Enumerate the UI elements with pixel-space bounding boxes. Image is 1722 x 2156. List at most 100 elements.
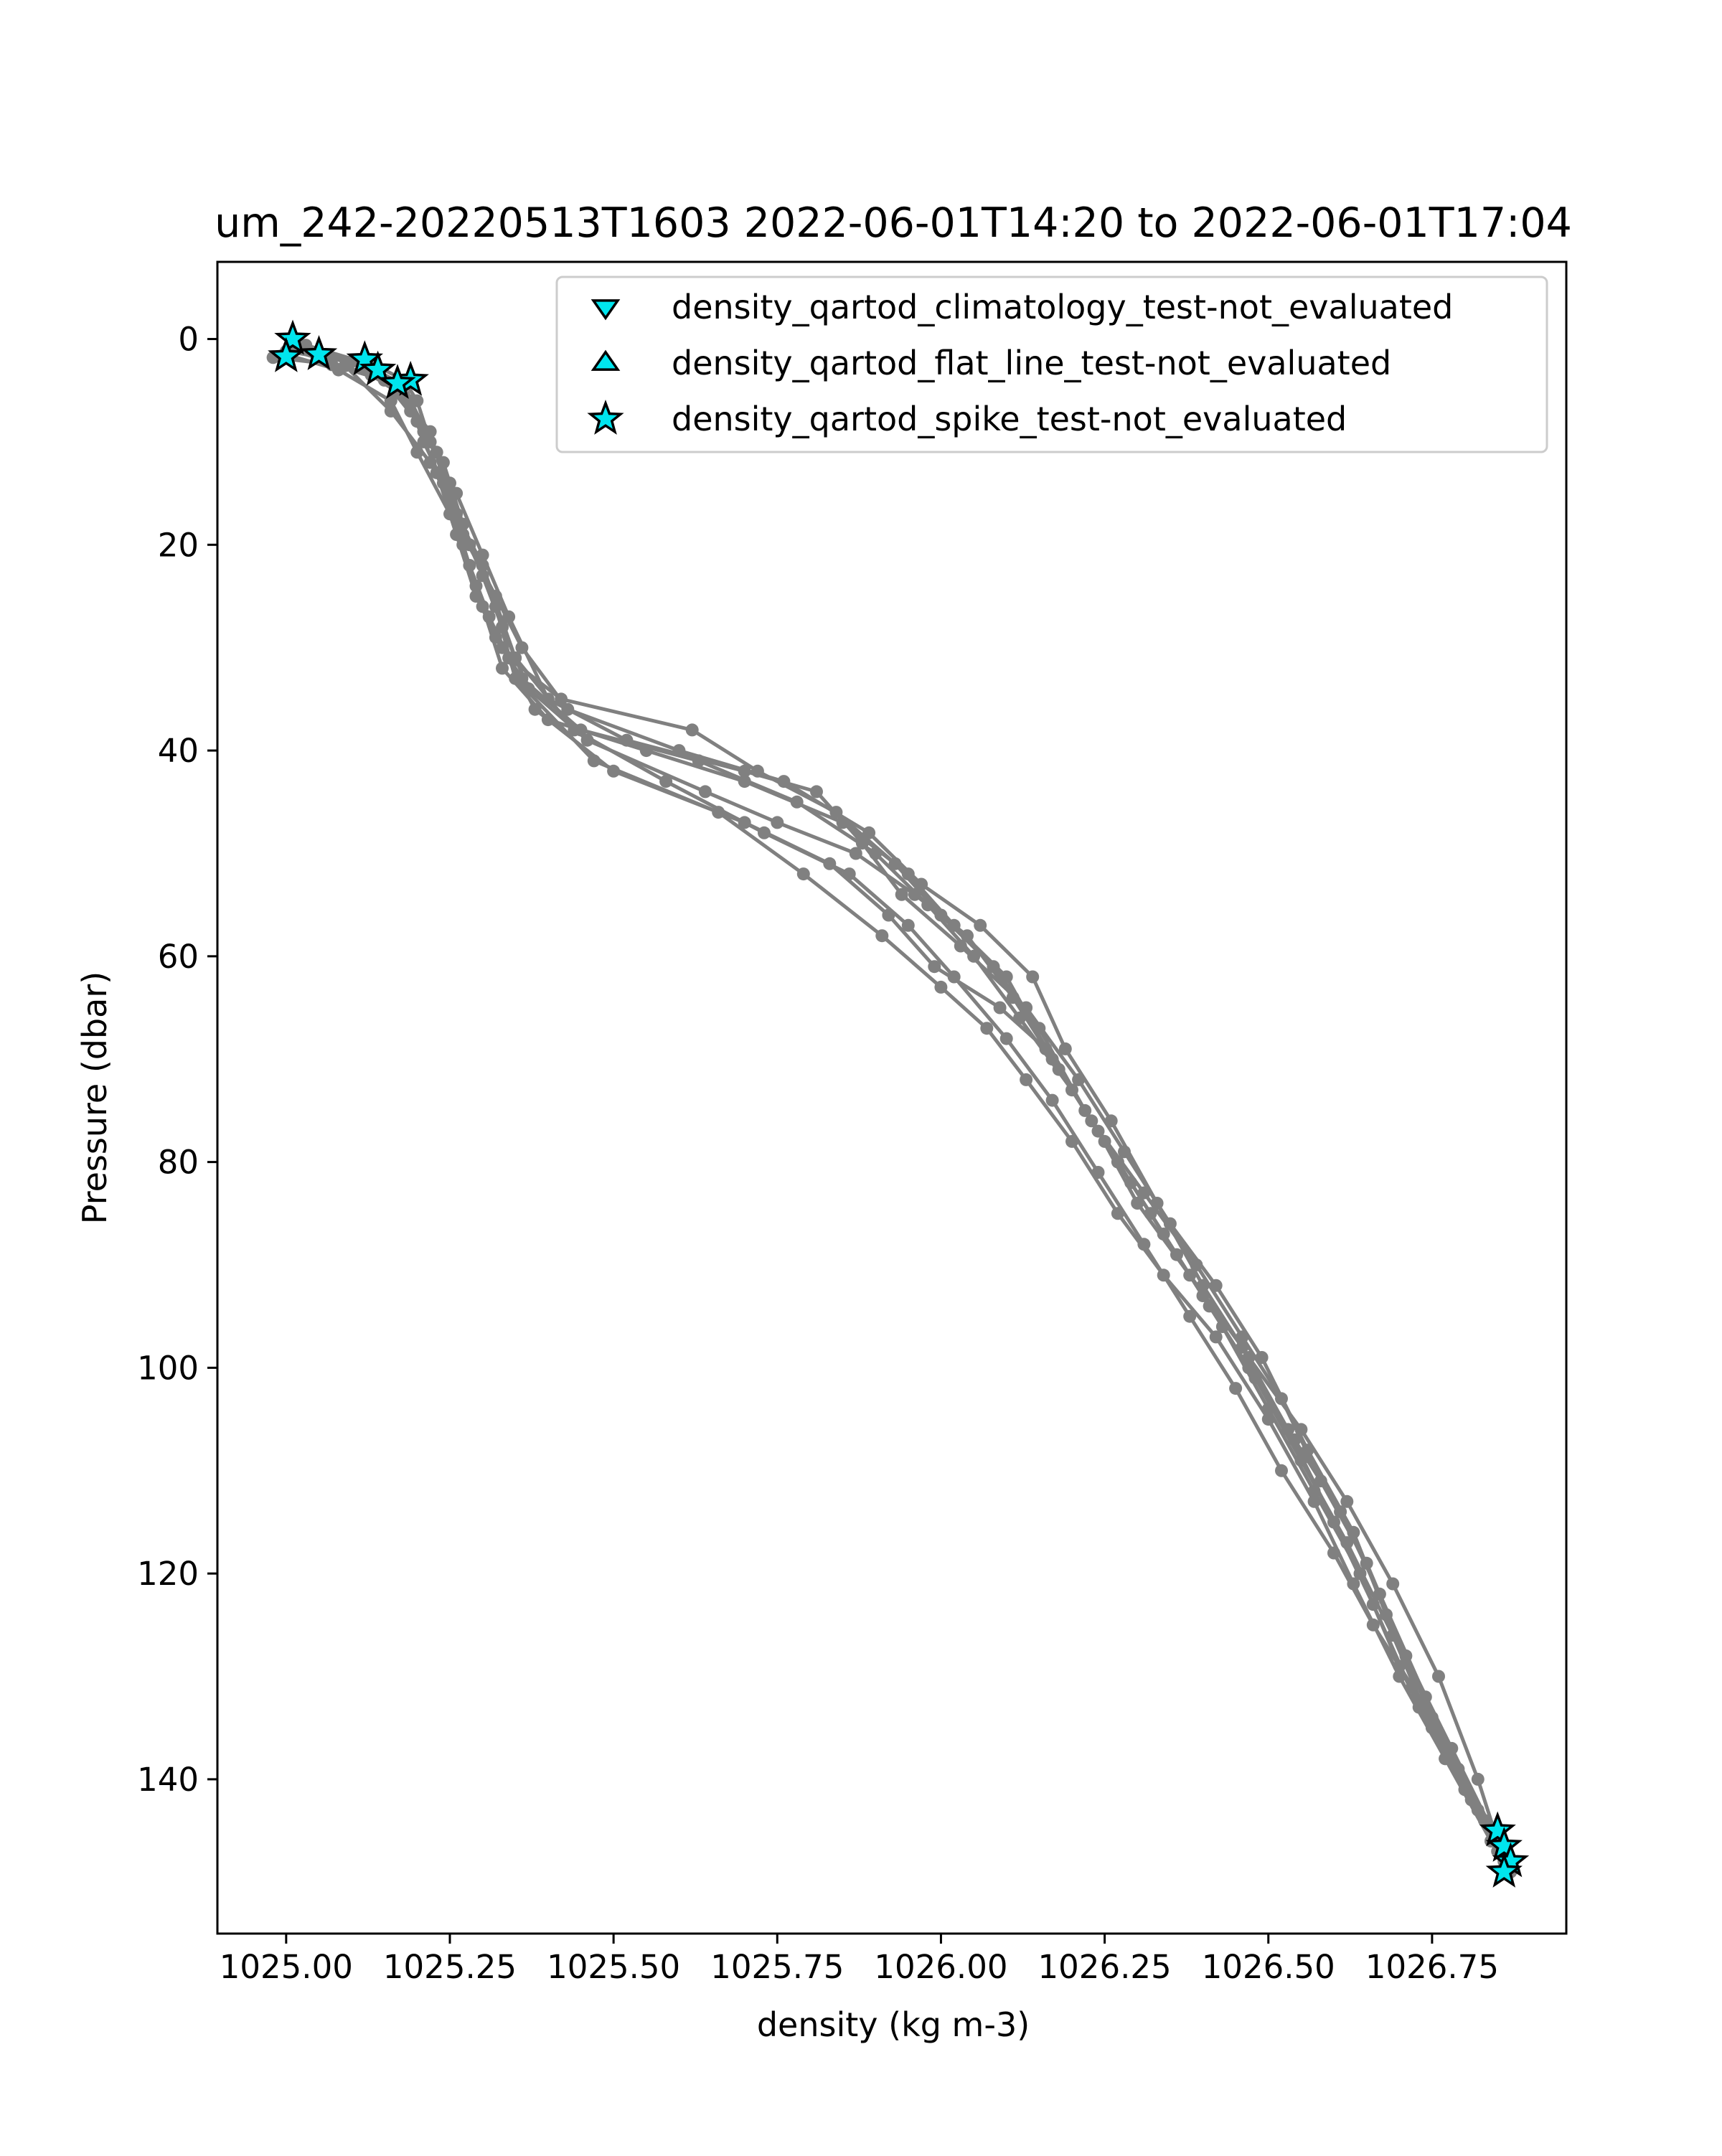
x-tick-label: 1025.25 [383,1948,517,1986]
profile-point [849,847,862,860]
spike-flag-marker [300,334,338,370]
profile-point [1229,1382,1243,1395]
profile-point [1340,1494,1354,1508]
profile-point [659,775,673,789]
profile-point [974,918,987,932]
profile-point [1039,1042,1053,1055]
profile-point [620,733,634,747]
profile-point [777,775,791,789]
profile-point [790,795,804,809]
profile-point [980,1022,994,1035]
chart-title: um_242-20220513T1603 2022-06-01T14:20 to… [215,199,1572,247]
legend-marker-triangle-up [591,349,621,371]
profile-point [901,918,915,932]
legend-label: density_qartod_flat_line_test-not_evalua… [672,344,1391,382]
spike-flag-marker [1479,1811,1516,1847]
profile-point [758,826,771,839]
spike-flag-marker [1485,1852,1523,1888]
profile-point [1471,1772,1485,1786]
profile-point [436,476,450,490]
profile-point [895,888,908,901]
legend-marker-triangle-down [591,299,621,321]
legend: density_qartod_climatology_test-not_eval… [555,276,1548,453]
profile-point [855,837,869,850]
profile-point [339,359,352,372]
profile-point [1347,1525,1360,1539]
profile-point [1380,1608,1393,1621]
profile-point [528,702,542,716]
y-tick-label: 100 [137,1349,199,1387]
profile-point [1085,1114,1098,1128]
profile-point [509,672,522,685]
profile-point [1065,1134,1078,1148]
legend-label: density_qartod_climatology_test-not_eval… [672,288,1453,326]
spike-test-flags [268,319,1530,1888]
profile-point [1058,1042,1072,1055]
y-tick-label: 40 [158,732,199,770]
profile-point [1347,1577,1360,1591]
legend-label: density_qartod_spike_test-not_evaluated [672,400,1347,438]
spike-flag-marker [359,350,397,386]
profile-point [1439,1752,1452,1766]
spike-flag-marker [379,364,416,400]
profile-point [1393,1670,1406,1683]
x-tick-label: 1026.50 [1202,1948,1335,1986]
x-tick-label: 1026.75 [1365,1948,1499,1986]
profile-point [771,816,784,829]
x-tick-label: 1026.00 [874,1948,1007,1986]
profile-point [712,806,725,819]
profile-point [934,980,948,994]
profile-point [1045,1093,1059,1107]
profile-point [1183,1309,1197,1323]
profile-point [430,446,443,459]
legend-frame [555,276,1548,453]
y-tick-label: 140 [137,1761,199,1799]
x-tick-label: 1025.00 [220,1948,353,1986]
profile-point [1196,1279,1210,1292]
profile-point [384,404,397,418]
profile-point [1111,1207,1124,1220]
profile-line [298,347,1512,1873]
profile-point [1406,1680,1419,1693]
profile-point [1209,1279,1223,1292]
x-axis-label: density (kg m-3) [757,2005,1030,2044]
profile-point [796,867,810,881]
profile-point [587,754,601,768]
legend-marker-star [587,399,624,435]
profile-point [685,723,699,737]
profile-point [1020,1073,1033,1086]
axes-frame [216,260,1568,1935]
profile-point [1144,1207,1157,1220]
profile-point [1157,1268,1170,1282]
profile-point [450,486,464,500]
profile-point [561,702,575,716]
profile-point [810,785,823,799]
profile-point [993,1001,1007,1015]
y-tick-label: 80 [158,1144,199,1182]
axes: 1025.00 1025.25 1025.50 1025.75 1026.00 1026.… [137,260,1568,1986]
profile-point [515,641,529,654]
profile-point [489,600,502,613]
profile-point [1307,1494,1321,1508]
profile-point [1150,1197,1164,1210]
y-tick-label: 20 [158,526,199,564]
profile-point [463,538,476,552]
profile-point [417,435,430,448]
profile-point [1026,970,1040,984]
profile-point [672,744,686,758]
plot-area [266,319,1530,1888]
profile-point [1452,1762,1465,1776]
profile-point [1137,1238,1151,1251]
profile-point [1104,1114,1118,1128]
profile-point [1261,1413,1275,1426]
profile-point [698,785,712,799]
profile-point [1353,1567,1367,1581]
profile-point [568,723,581,737]
spike-flag-marker [274,319,311,355]
profile-point [915,877,928,891]
profile-point [1275,1464,1288,1477]
profile-point [1432,1670,1445,1683]
x-tick-label: 1025.50 [547,1948,680,1986]
profile-point [928,960,941,974]
